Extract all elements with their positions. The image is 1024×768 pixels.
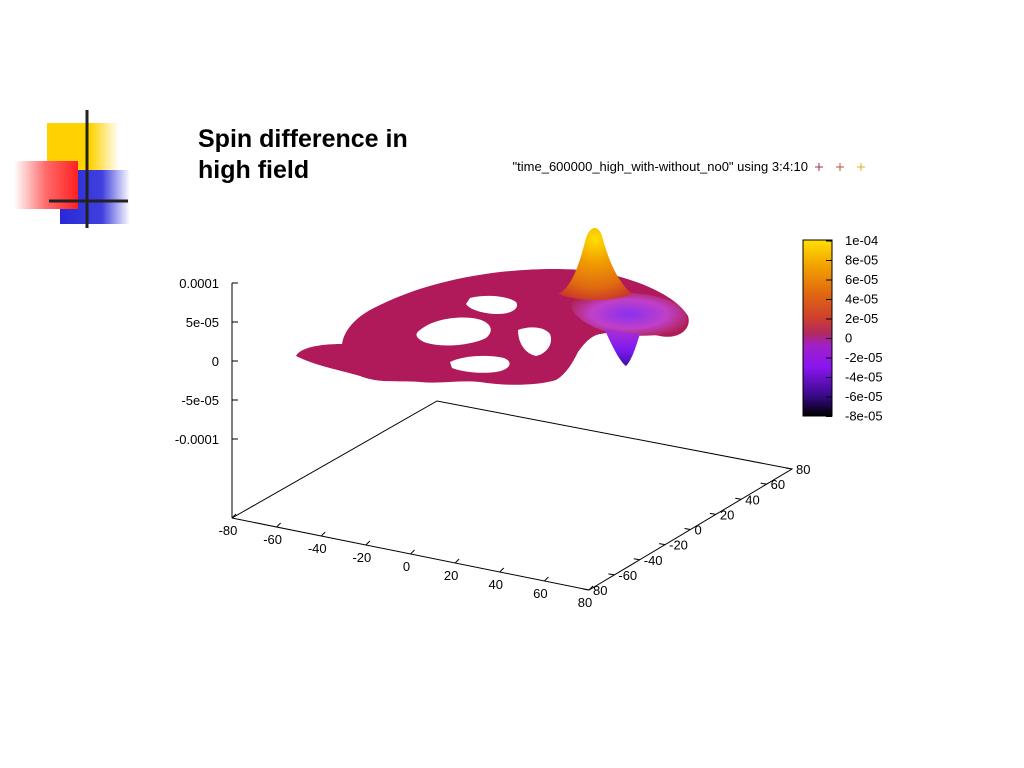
y-tick-label: -20 (669, 538, 688, 553)
x-axis-ticks: -80 -60 -40 -20 0 20 40 60 80 (219, 513, 594, 610)
colorbar-tick-label: 4e-05 (845, 292, 878, 307)
x-tick-label: 60 (533, 586, 547, 601)
decorative-corner-squares (14, 110, 130, 228)
y-tick-label: 40 (745, 492, 759, 507)
y-tick-mark (659, 543, 666, 546)
y-tick-label: 60 (771, 477, 785, 492)
y-tick-label: 0 (695, 523, 702, 538)
surface-hole-1 (416, 317, 491, 346)
x-tick-label: 0 (403, 559, 410, 574)
x-tick-mark (276, 522, 281, 528)
legend-key-label: "time_600000_high_with-without_no0" usin… (513, 159, 808, 174)
colorbar-ticks: 1e-04 8e-05 6e-05 4e-05 2e-05 0 -2e-05 -4e-05 -6… (826, 233, 883, 424)
surface-hole-2 (466, 295, 518, 314)
y-tick-mark (582, 588, 590, 591)
x-tick-mark (320, 531, 326, 537)
base-plane-outline (231, 400, 794, 591)
y-tick-mark (633, 558, 640, 561)
y-tick-mark (684, 528, 691, 530)
x-tick-label: -40 (308, 541, 327, 556)
colorbar-tick-label: -4e-05 (845, 370, 883, 385)
surface-hole-4 (518, 327, 552, 356)
x-tick-label: -80 (219, 523, 238, 538)
x-tick-mark (588, 585, 594, 591)
x-tick-mark (410, 549, 415, 555)
x-tick-label: -20 (352, 550, 371, 565)
colorbar-tick-label: -8e-05 (845, 409, 883, 424)
colorbar-tick-label: 6e-05 (845, 272, 878, 287)
legend-key-markers (815, 163, 865, 171)
z-tick-label: 5e-05 (186, 315, 219, 330)
surface-ring (571, 292, 687, 336)
x-tick-mark (454, 558, 460, 564)
x-tick-label: 40 (489, 577, 503, 592)
colorbar-tick-label: -2e-05 (845, 350, 883, 365)
colorbar-tick-label: 8e-05 (845, 253, 878, 268)
x-tick-mark (544, 576, 549, 582)
z-axis-ticks: 0.0001 5e-05 0 -5e-05 -0.0001 (175, 276, 238, 447)
y-tick-label: 20 (720, 507, 734, 522)
y-tick-label: -40 (644, 553, 663, 568)
y-tick-label: 80 (796, 462, 810, 477)
z-tick-label: -5e-05 (181, 393, 219, 408)
x-tick-label: 80 (578, 595, 592, 610)
x-tick-label: 20 (444, 568, 458, 583)
y-tick-mark (735, 497, 742, 500)
y-tick-mark (608, 573, 615, 576)
z-tick-label: -0.0001 (175, 432, 219, 447)
surface-dip (604, 328, 640, 366)
x-tick-mark (231, 513, 237, 519)
slide-title: Spin difference in high field (198, 125, 408, 184)
colorbar-tick-label: 2e-05 (845, 311, 878, 326)
stray-point-marker: + (567, 322, 574, 336)
colorbar-tick-label: -6e-05 (845, 389, 883, 404)
y-tick-label: 80 (593, 583, 607, 598)
x-tick-mark (365, 540, 371, 546)
y-axis-ticks: 80 -60 -40 -20 0 20 40 60 80 (582, 462, 810, 598)
y-tick-label: -60 (618, 568, 637, 583)
y-tick-mark (760, 482, 767, 485)
x-tick-label: -60 (263, 532, 282, 547)
colorbar (802, 239, 833, 417)
colorbar-tick-label: 0 (845, 331, 852, 346)
y-tick-mark (709, 512, 716, 515)
data-surface: + (296, 227, 689, 385)
z-tick-label: 0.0001 (179, 276, 219, 291)
x-tick-mark (499, 567, 505, 573)
surface-peak (558, 227, 632, 300)
surface-hole-3 (450, 355, 510, 373)
y-tick-mark (785, 467, 793, 470)
z-tick-label: 0 (212, 354, 219, 369)
colorbar-tick-label: 1e-04 (845, 233, 878, 248)
